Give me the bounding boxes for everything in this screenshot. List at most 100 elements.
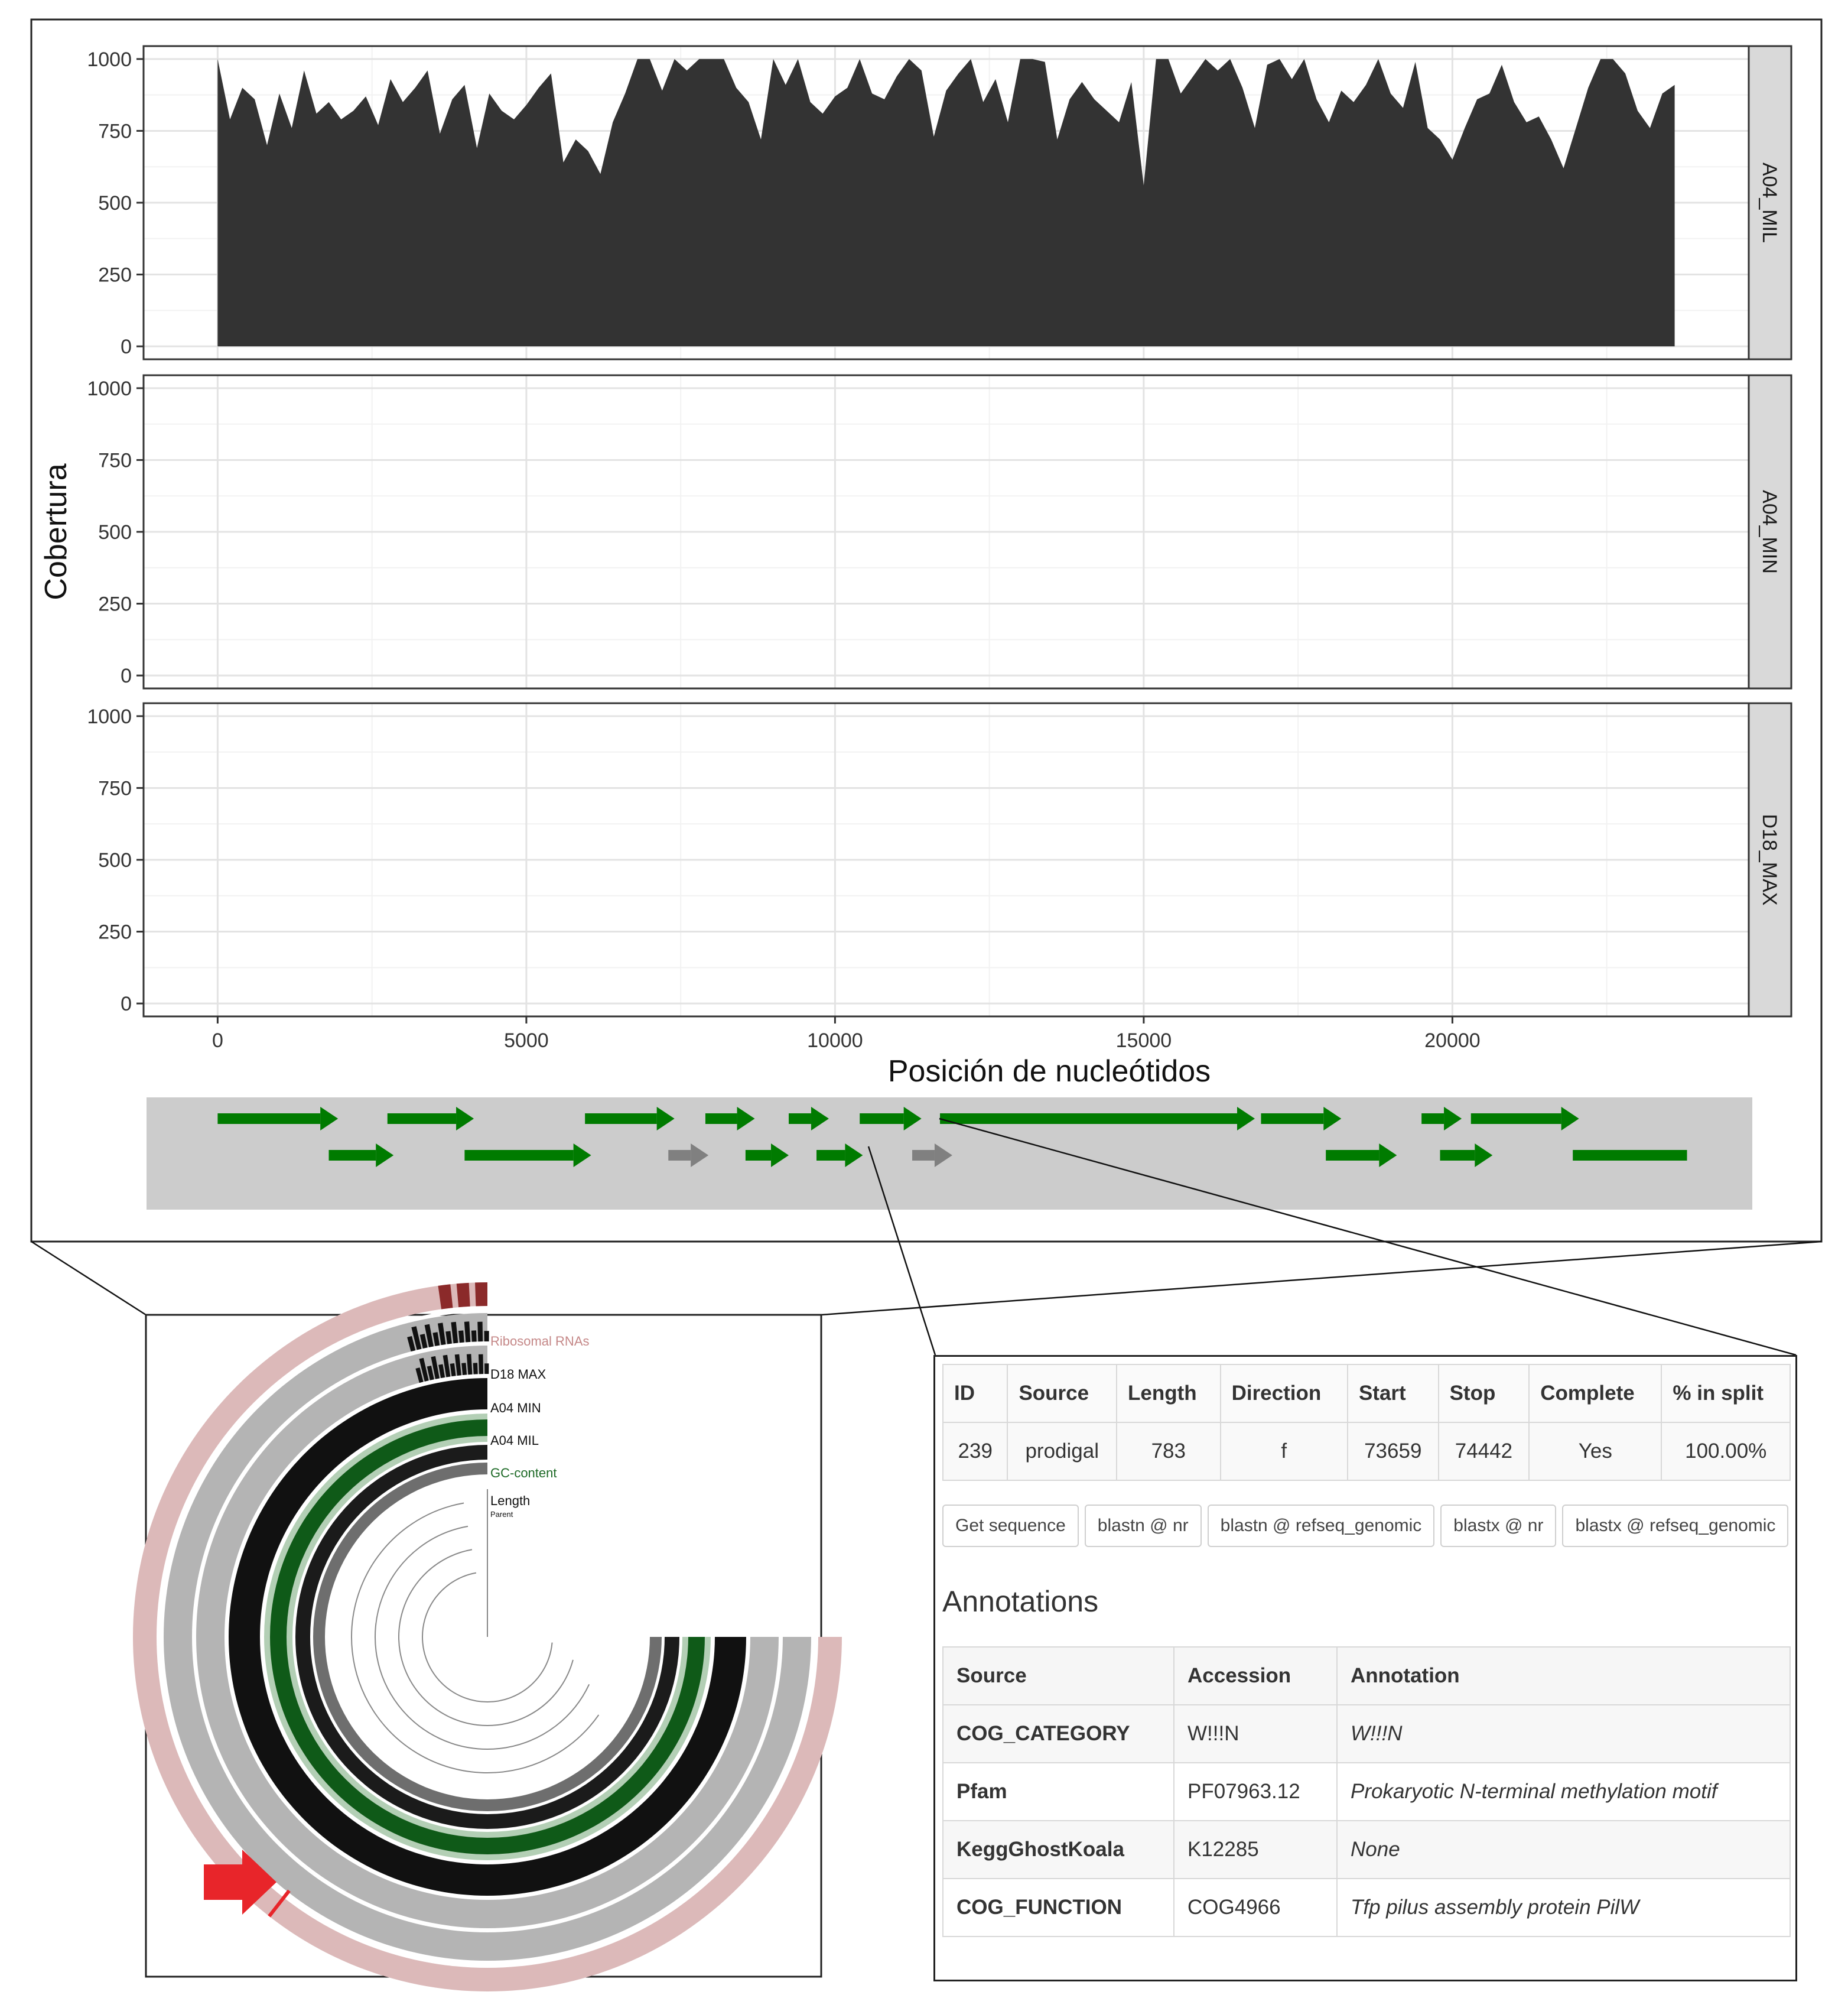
gene-arrowhead	[934, 1143, 952, 1167]
gene-arrow[interactable]	[789, 1107, 829, 1130]
y-tick-label: 0	[121, 993, 132, 1015]
facet-label: D18_MAX	[1758, 814, 1781, 906]
y-tick-label: 250	[98, 593, 132, 616]
gene-body	[1440, 1150, 1475, 1161]
table-row: KeggGhostKoala K12285 None	[942, 1820, 1791, 1879]
coverage-bar	[443, 1354, 451, 1377]
coverage-bar	[415, 1367, 424, 1383]
annotation-text: None	[1336, 1820, 1791, 1879]
gene-body	[1326, 1150, 1380, 1161]
gene-arrowhead	[1379, 1143, 1397, 1167]
layer-label: Parent	[490, 1510, 513, 1519]
get-sequence-button[interactable]: Get sequence	[942, 1505, 1079, 1547]
annotation-accession: PF07963.12	[1173, 1762, 1338, 1821]
gene-arrowhead	[656, 1107, 675, 1130]
gene-body	[1421, 1113, 1444, 1124]
gene-arrowhead	[1323, 1107, 1342, 1130]
gene-arrow[interactable]	[705, 1107, 755, 1130]
col-accession: Accession	[1173, 1646, 1338, 1705]
gene-arrow[interactable]	[940, 1107, 1255, 1130]
y-axis-label: Cobertura	[39, 463, 73, 600]
annotation-text: W!!!N	[1336, 1704, 1791, 1763]
gene-split-row: 239 prodigal 783 f 73659 74442 Yes 100.0…	[942, 1422, 1791, 1481]
coverage-bar	[437, 1323, 446, 1346]
gene-body	[789, 1113, 811, 1124]
annotation-text: Prokaryotic N-terminal methylation motif	[1336, 1762, 1791, 1821]
ring-gap	[192, 1341, 783, 1932]
blastn-refseq-button[interactable]: blastn @ refseq_genomic	[1207, 1505, 1435, 1547]
gene-arrow[interactable]	[1440, 1143, 1493, 1167]
gene-arrowhead	[1475, 1143, 1493, 1167]
gene-arrow[interactable]	[668, 1143, 709, 1167]
y-tick-label: 250	[98, 921, 132, 944]
gene-body	[1261, 1113, 1324, 1124]
dendrogram-branch	[375, 1525, 590, 1750]
gene-arrow[interactable]	[1261, 1107, 1342, 1130]
gene-split-table: ID Source Length Direction Start Stop Co…	[942, 1364, 1791, 1481]
gene-arrowhead	[320, 1107, 339, 1130]
annotation-accession-link[interactable]: COG4966	[1173, 1878, 1338, 1937]
red-arrow-icon	[204, 1850, 276, 1915]
col-length: Length	[1116, 1364, 1221, 1423]
coverage-bar	[484, 1363, 489, 1375]
y-tick-label: 500	[98, 521, 132, 544]
gene-body	[585, 1113, 657, 1124]
gene-arrowhead	[1237, 1107, 1255, 1130]
gene-body	[387, 1113, 457, 1124]
gene-arrow[interactable]	[912, 1143, 952, 1167]
gene-arrow[interactable]	[1421, 1107, 1462, 1130]
blastn-nr-button[interactable]: blastn @ nr	[1084, 1505, 1202, 1547]
table-row: COG_CATEGORY W!!!N W!!!N	[942, 1704, 1791, 1763]
gene-arrow[interactable]	[745, 1143, 789, 1167]
top-figure-frame	[30, 18, 1823, 1243]
coverage-bar	[471, 1330, 477, 1342]
connector-line	[939, 1117, 1797, 1356]
gene-arrow[interactable]	[1573, 1150, 1687, 1161]
gene-arrow[interactable]	[1326, 1143, 1397, 1167]
gene-body	[860, 1113, 904, 1124]
gene-body	[912, 1150, 935, 1161]
gene-arrow[interactable]	[860, 1107, 922, 1130]
y-tick-label: 750	[98, 120, 132, 142]
gene-arrow[interactable]	[328, 1143, 394, 1167]
gene-body	[705, 1113, 737, 1124]
gene-detail-panel: ID Source Length Direction Start Stop Co…	[933, 1355, 1797, 1981]
gene-arrow[interactable]	[217, 1107, 339, 1130]
gene-arrowhead	[811, 1107, 829, 1130]
gene-body	[328, 1150, 376, 1161]
dendrogram-branch	[351, 1502, 600, 1773]
gene-arrow[interactable]	[464, 1143, 591, 1167]
col-source: Source	[1007, 1364, 1117, 1423]
coverage-area	[217, 59, 1675, 347]
facet-panels: 0 250 500 750 1000 A04_MIL 0 250 500 750 1000 A04_M…	[87, 45, 1792, 1018]
x-tick-label: 15000	[1116, 1029, 1172, 1052]
blastx-nr-button[interactable]: blastx @ nr	[1440, 1505, 1557, 1547]
table-row: COG_FUNCTION COG4966 Tfp pilus assembly …	[942, 1878, 1791, 1937]
gene-arrow[interactable]	[816, 1143, 863, 1167]
coverage-bar	[432, 1332, 440, 1346]
annotation-text: Tfp pilus assembly protein PilW	[1336, 1878, 1791, 1937]
coverage-bar	[473, 1363, 478, 1375]
coverage-bar	[450, 1363, 456, 1377]
gene-body	[1470, 1113, 1561, 1124]
layer-label: Ribosomal RNAs	[490, 1334, 590, 1349]
coverage-bar	[461, 1363, 467, 1375]
gene-track	[217, 1107, 1687, 1167]
facet-a04-mil: 0 250 500 750 1000 A04_MIL	[87, 45, 1792, 360]
gene-arrowhead	[1561, 1107, 1579, 1130]
y-tick-label: 1000	[87, 706, 132, 728]
coverage-bar	[424, 1324, 434, 1347]
gene-arrow[interactable]	[387, 1107, 474, 1130]
gene-arrow[interactable]	[585, 1107, 675, 1130]
gene-arrow[interactable]	[1470, 1107, 1579, 1130]
ribosomal-rna-mark	[456, 1282, 470, 1308]
coverage-bar	[445, 1331, 452, 1344]
facet-d18-max: 0 250 500 750 1000 D18_MAX	[87, 702, 1792, 1018]
blastx-refseq-button[interactable]: blastx @ refseq_genomic	[1562, 1505, 1789, 1547]
y-tick-label: 750	[98, 777, 132, 800]
gene-split-header-row: ID Source Length Direction Start Stop Co…	[942, 1364, 1791, 1423]
coverage-bar	[484, 1331, 489, 1342]
facet-strip	[1748, 702, 1792, 1018]
coverage-bar	[438, 1364, 445, 1379]
x-tick-label: 5000	[504, 1029, 549, 1052]
